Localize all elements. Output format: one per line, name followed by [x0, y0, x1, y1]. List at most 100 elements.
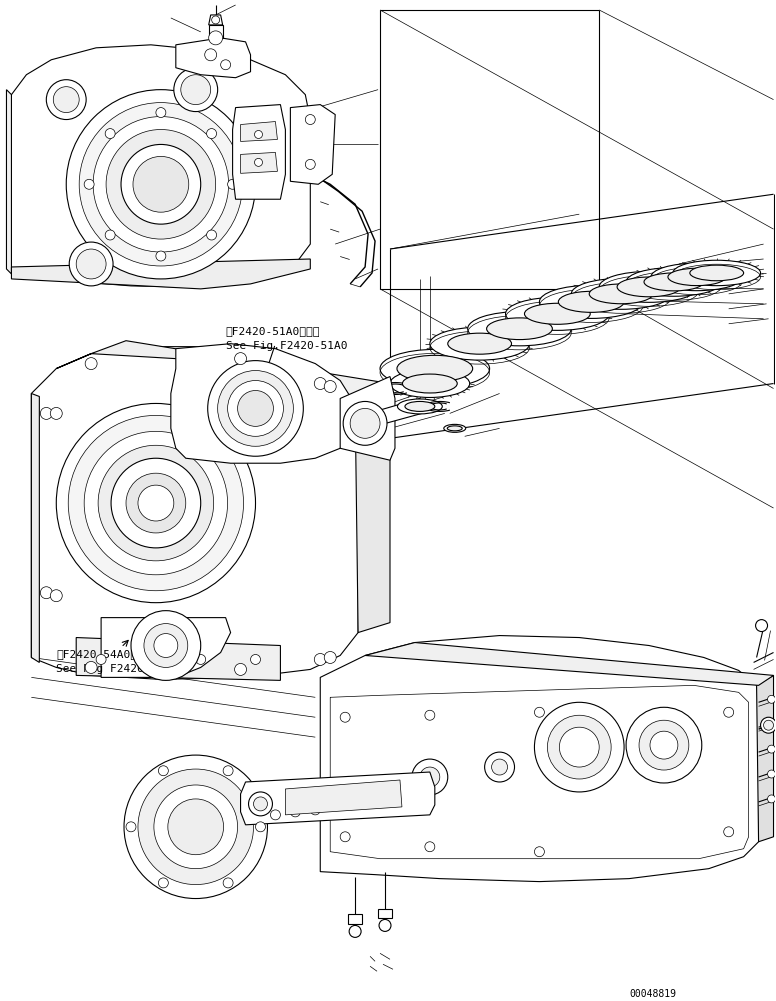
Polygon shape — [355, 383, 390, 633]
Circle shape — [650, 731, 678, 759]
Circle shape — [251, 655, 261, 665]
Polygon shape — [171, 343, 350, 463]
Ellipse shape — [448, 333, 511, 354]
Polygon shape — [365, 643, 774, 686]
Circle shape — [212, 16, 220, 24]
Ellipse shape — [505, 297, 609, 330]
Polygon shape — [101, 618, 230, 678]
Ellipse shape — [599, 271, 699, 302]
Circle shape — [217, 370, 293, 446]
Ellipse shape — [668, 268, 726, 285]
Polygon shape — [378, 909, 392, 919]
Circle shape — [126, 822, 136, 832]
Circle shape — [767, 795, 775, 803]
Ellipse shape — [690, 265, 743, 280]
Circle shape — [98, 445, 213, 561]
Circle shape — [248, 792, 272, 816]
Circle shape — [138, 769, 254, 885]
Ellipse shape — [380, 349, 490, 387]
Polygon shape — [757, 676, 774, 842]
Circle shape — [626, 708, 702, 783]
Circle shape — [350, 408, 380, 438]
Ellipse shape — [539, 285, 643, 318]
Circle shape — [40, 407, 52, 419]
Circle shape — [485, 752, 514, 782]
Ellipse shape — [487, 318, 553, 339]
Circle shape — [535, 847, 545, 857]
Polygon shape — [320, 636, 759, 882]
Polygon shape — [209, 25, 223, 38]
Circle shape — [84, 431, 227, 575]
Circle shape — [254, 797, 268, 811]
Circle shape — [340, 832, 350, 842]
Ellipse shape — [397, 399, 442, 413]
Polygon shape — [176, 38, 251, 78]
Polygon shape — [233, 104, 286, 199]
Circle shape — [535, 703, 624, 792]
Circle shape — [724, 708, 733, 718]
Circle shape — [234, 664, 247, 676]
Polygon shape — [241, 121, 278, 141]
Circle shape — [255, 822, 265, 832]
Circle shape — [305, 114, 315, 124]
Circle shape — [96, 655, 106, 665]
Circle shape — [168, 799, 223, 855]
Circle shape — [324, 380, 336, 392]
Circle shape — [121, 144, 201, 224]
Circle shape — [124, 755, 268, 899]
Polygon shape — [12, 45, 310, 287]
Circle shape — [47, 80, 86, 119]
Ellipse shape — [397, 355, 473, 381]
Ellipse shape — [447, 425, 462, 430]
Circle shape — [639, 721, 689, 770]
Circle shape — [68, 415, 244, 591]
Circle shape — [767, 745, 775, 753]
Ellipse shape — [651, 263, 743, 290]
Ellipse shape — [444, 424, 466, 432]
Circle shape — [205, 49, 217, 61]
Circle shape — [146, 655, 156, 665]
Circle shape — [379, 920, 391, 931]
Circle shape — [547, 716, 611, 779]
Circle shape — [85, 662, 97, 674]
Polygon shape — [76, 638, 280, 681]
Polygon shape — [6, 90, 12, 274]
Circle shape — [220, 60, 230, 70]
Text: See Fig F2420-54A0: See Fig F2420-54A0 — [57, 665, 178, 675]
Circle shape — [206, 230, 217, 240]
Ellipse shape — [626, 267, 722, 296]
Circle shape — [324, 652, 336, 664]
Ellipse shape — [559, 291, 624, 312]
Text: 00048819: 00048819 — [629, 989, 676, 999]
Circle shape — [206, 128, 217, 138]
Circle shape — [724, 827, 733, 837]
Circle shape — [174, 68, 217, 111]
Circle shape — [40, 587, 52, 599]
Ellipse shape — [673, 260, 760, 285]
Circle shape — [559, 727, 599, 767]
Text: 第F2420-54A0図参照: 第F2420-54A0図参照 — [57, 650, 151, 660]
Circle shape — [424, 842, 435, 852]
Circle shape — [57, 403, 255, 603]
Circle shape — [767, 696, 775, 704]
Polygon shape — [290, 104, 335, 184]
Polygon shape — [57, 340, 390, 403]
Circle shape — [237, 390, 273, 426]
Circle shape — [314, 654, 326, 666]
Circle shape — [50, 590, 62, 602]
Circle shape — [227, 380, 283, 436]
Circle shape — [93, 116, 229, 252]
Circle shape — [340, 713, 350, 722]
Circle shape — [424, 711, 435, 721]
Circle shape — [767, 721, 775, 728]
Polygon shape — [12, 259, 310, 289]
Circle shape — [314, 377, 326, 389]
Circle shape — [54, 87, 79, 112]
Circle shape — [271, 810, 280, 820]
Polygon shape — [31, 346, 358, 680]
Polygon shape — [31, 393, 40, 663]
Circle shape — [290, 807, 300, 817]
Circle shape — [349, 926, 361, 937]
Circle shape — [158, 766, 168, 776]
Circle shape — [234, 352, 247, 364]
